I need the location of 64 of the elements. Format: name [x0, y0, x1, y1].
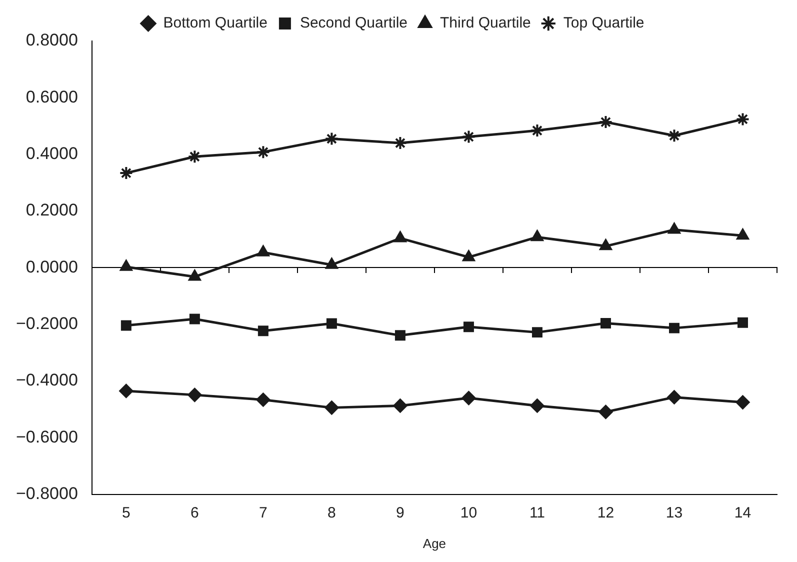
x-tick-label: 11 — [529, 504, 546, 522]
point — [668, 222, 680, 234]
point — [188, 270, 201, 281]
point — [463, 322, 474, 332]
point — [119, 384, 134, 398]
x-tick-label: 13 — [666, 504, 683, 522]
y-tick-label: 0.0000 — [26, 257, 78, 276]
point — [394, 231, 406, 242]
legend-label: Second Quartile — [300, 14, 408, 32]
point — [530, 124, 544, 138]
point — [393, 136, 408, 150]
point — [736, 395, 750, 410]
point — [119, 166, 134, 180]
point — [326, 258, 338, 269]
y-tick-label: 0.2000 — [26, 200, 78, 220]
point — [324, 400, 339, 415]
point — [256, 245, 270, 256]
x-tick-label: 14 — [734, 504, 752, 522]
point — [736, 228, 749, 240]
point — [188, 150, 202, 164]
point — [668, 322, 680, 334]
legend-label: Top Quartile — [563, 14, 644, 32]
point — [256, 392, 270, 407]
point — [188, 388, 202, 402]
point — [120, 320, 132, 331]
x-tick-label: 6 — [190, 504, 199, 522]
point — [189, 314, 200, 324]
y-tick-label: 0.8000 — [26, 30, 78, 50]
point — [120, 260, 132, 271]
point — [393, 398, 408, 413]
x-tick-label: 7 — [259, 504, 268, 522]
point — [598, 404, 613, 419]
x-axis-title: Age — [422, 536, 446, 551]
point — [738, 317, 748, 328]
point — [736, 112, 750, 126]
x-tick-label: 5 — [122, 504, 130, 522]
y-tick-label: −0.8000 — [16, 484, 78, 504]
point — [667, 390, 682, 404]
point — [530, 398, 544, 413]
y-tick-label: −0.2000 — [16, 314, 78, 334]
legend-label: Third Quartile — [440, 14, 531, 32]
point — [256, 145, 270, 160]
point — [258, 326, 268, 336]
y-tick-label: −0.4000 — [16, 370, 78, 390]
x-tick-label: 10 — [460, 504, 478, 522]
point — [462, 130, 476, 144]
point — [531, 230, 544, 242]
y-tick-label: 0.4000 — [26, 144, 78, 164]
point — [667, 128, 682, 143]
x-tick-label: 8 — [328, 504, 336, 522]
point — [394, 330, 406, 341]
point — [600, 318, 611, 328]
legend-label: Bottom Quartile — [163, 14, 268, 32]
y-tick-label: 0.6000 — [26, 87, 78, 106]
y-tick-label: −0.6000 — [16, 427, 78, 446]
point — [462, 391, 476, 406]
x-tick-label: 12 — [597, 504, 614, 522]
point — [326, 318, 337, 329]
point — [598, 115, 613, 130]
point — [462, 250, 475, 262]
point — [532, 327, 542, 338]
point — [600, 239, 612, 250]
x-tick-label: 9 — [396, 504, 404, 522]
point — [324, 132, 339, 146]
